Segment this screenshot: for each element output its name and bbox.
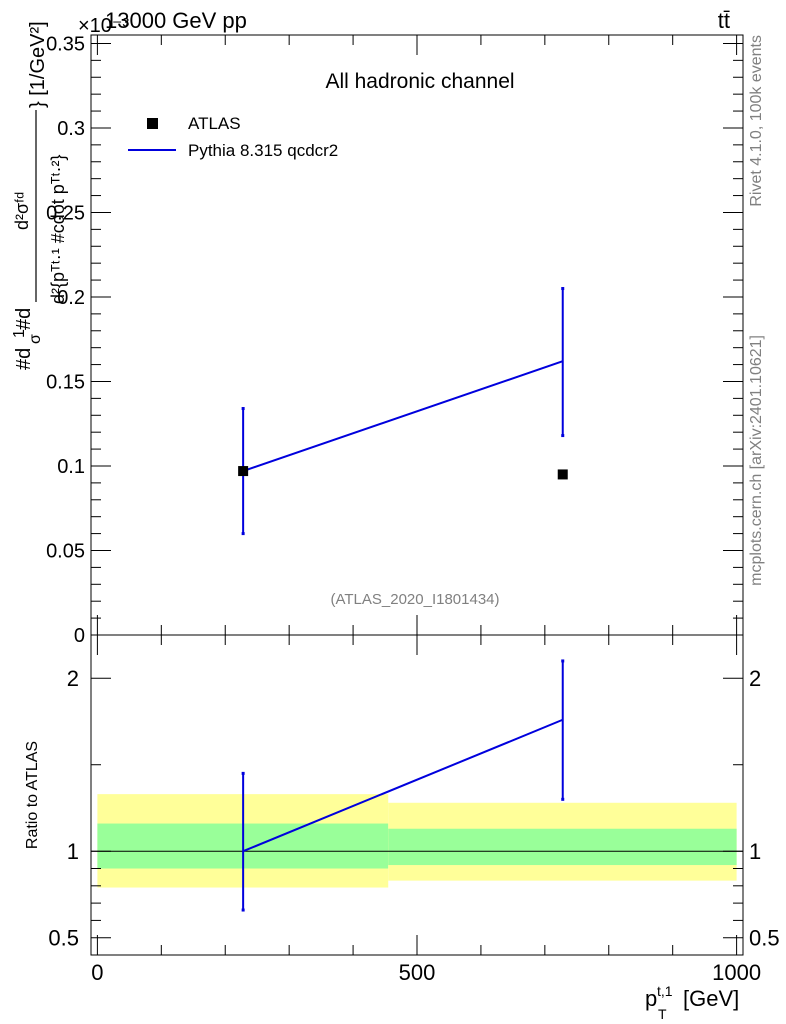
- x-label-unit: [GeV]: [683, 986, 739, 1011]
- x-axis-label: p t,1 T [GeV]: [645, 983, 739, 1022]
- ratio-bands: [97, 794, 737, 888]
- analysis-label: (ATLAS_2020_I1801434): [330, 591, 499, 608]
- ratio-band-green-1: [388, 828, 737, 866]
- xtick-label: 0: [91, 960, 103, 985]
- pythia-line: [242, 360, 564, 473]
- ratio-ytick-label-left: 1: [67, 839, 79, 864]
- pythia-error-cap: [561, 434, 565, 438]
- y-label-frac-one: 1: [11, 329, 28, 338]
- atlas-data-point: [557, 469, 568, 480]
- xtick-label: 500: [399, 960, 436, 985]
- legend-label-pythia: Pythia 8.315 qcdcr2: [188, 141, 338, 160]
- plot-title: All hadronic channel: [325, 70, 514, 93]
- main-ytick-label: 0.2: [57, 287, 85, 309]
- legend-label-atlas: ATLAS: [188, 114, 241, 133]
- pythia-error-cap: [241, 407, 245, 411]
- ratio-pythia-line: [242, 718, 564, 853]
- main-y-axis-label: #d 1 σ #d d²σᶠᵈ d²{pᵀᵗ·¹ #cdot pᵀᵗ·²} } …: [11, 21, 68, 370]
- x-label-sup: t,1: [657, 983, 673, 999]
- ratio-ytick-label-right: 2: [749, 666, 761, 691]
- y-label-hash-d: #d: [13, 308, 35, 330]
- main-ytick-label: 0.25: [46, 202, 85, 224]
- ratio-error-cap: [561, 659, 565, 663]
- ratio-error-cap: [241, 908, 245, 912]
- main-ytick-label: 0.1: [57, 456, 85, 478]
- y-label-prefix: #d: [13, 348, 35, 370]
- legend-marker-atlas: [147, 118, 158, 129]
- y-label-numerator: d²σᶠᵈ: [12, 192, 32, 230]
- process-label: tt̄: [718, 8, 730, 33]
- pythia-error-cap: [241, 532, 245, 536]
- main-ytick-label: 0.15: [46, 371, 85, 393]
- atlas-data-point: [238, 466, 249, 477]
- y-label-frac-sigma: σ: [27, 334, 44, 344]
- ratio-ytick-label-right: 1: [749, 839, 761, 864]
- main-marks: [238, 287, 568, 536]
- ratio-ytick-label-right: 0.5: [749, 926, 780, 951]
- main-ytick-label: 0: [74, 625, 85, 647]
- ratio-marks: [241, 659, 565, 912]
- main-ytick-label: 0.3: [57, 118, 85, 140]
- energy-label: 13000 GeV pp: [105, 8, 247, 33]
- ratio-error-cap: [241, 771, 245, 775]
- x-label-sub: T: [658, 1006, 667, 1022]
- ratio-ytick-label-left: 2: [67, 666, 79, 691]
- ratio-axes: 0.5 0.5 1 1 2 2 0 500 1000: [48, 635, 780, 985]
- ratio-y-axis-label: Ratio to ATLAS: [24, 741, 41, 849]
- main-ytick-label: 0.35: [46, 33, 85, 55]
- pythia-error-cap: [561, 287, 565, 291]
- y-label-denominator: d²{pᵀᵗ·¹ #cdot pᵀᵗ·²}: [48, 154, 68, 304]
- xtick-label: 1000: [712, 960, 761, 985]
- y-scale-exponent: ×10⁻³: [78, 15, 129, 37]
- y-label-unit: } [1/GeV²]: [27, 21, 49, 108]
- main-axes: 0 0.05 0.1 0.15 0.2 0.25 0.3 0.35: [46, 33, 743, 647]
- ratio-ytick-label-left: 0.5: [48, 926, 79, 951]
- mcplots-label: mcplots.cern.ch [arXiv:2401.10621]: [748, 335, 765, 586]
- rivet-label: Rivet 4.1.0, 100k events: [748, 35, 765, 207]
- x-label-p: p: [645, 986, 657, 1011]
- ratio-error-cap: [561, 797, 565, 801]
- main-ytick-label: 0.05: [46, 540, 85, 562]
